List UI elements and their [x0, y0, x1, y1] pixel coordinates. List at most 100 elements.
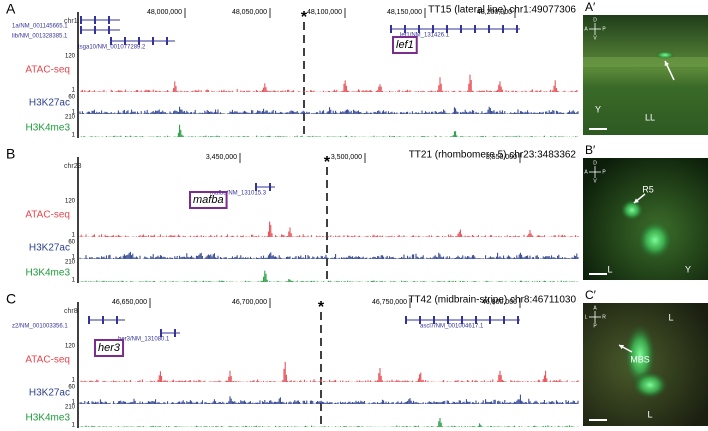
scale-min: 1: [72, 88, 76, 94]
gene-label: lef1/NM_131426.1: [400, 33, 450, 39]
signal-track: [80, 74, 579, 92]
compass-label: A: [593, 305, 597, 311]
signal-track: [79, 221, 579, 237]
image-label: LL: [645, 112, 655, 122]
scale-max: 120: [65, 344, 76, 350]
panel-letter: C: [6, 291, 16, 307]
micrograph: [583, 158, 708, 280]
image-label: Y: [595, 104, 601, 114]
fluorescence: [620, 199, 644, 221]
scale-min: 1: [72, 278, 76, 284]
arrow-head: [664, 61, 670, 66]
coordinate: 48,000,000: [147, 9, 182, 16]
coordinate: 3,450,000: [206, 154, 237, 161]
exon: [461, 316, 463, 324]
chrom-label: chr8: [64, 308, 78, 315]
scale-max: 210: [65, 260, 76, 266]
compass-label: V: [593, 35, 597, 41]
gene-label: her3/NM_131080.1: [118, 337, 170, 343]
coordinate: 48,050,000: [232, 9, 267, 16]
signal-track: [79, 361, 579, 382]
highlight-gene: lef1: [396, 39, 414, 51]
exon: [418, 25, 420, 33]
exon: [405, 316, 407, 324]
track-label: H3K4me3: [26, 123, 71, 134]
image-label: L: [607, 264, 612, 274]
compass-label: D: [593, 17, 597, 23]
exon: [516, 25, 518, 33]
coordinate: 46,650,000: [112, 299, 147, 306]
fluorescence: [624, 323, 656, 387]
arrow-head: [619, 344, 624, 350]
coordinate: 3,500,000: [331, 154, 362, 161]
coordinate: 46,750,000: [372, 299, 407, 306]
exon: [432, 25, 434, 33]
gene-label: mafba/NM_131015.3: [210, 191, 267, 197]
fluorescence: [632, 371, 668, 399]
gene-label: 1a/NM_001145665.1: [12, 24, 68, 30]
compass-label: L: [585, 314, 588, 320]
highlight-box: [392, 36, 418, 54]
compass-label: P: [602, 169, 606, 175]
exon: [138, 37, 140, 45]
compass-label: A: [584, 26, 588, 32]
scale-min: 1: [72, 255, 76, 261]
exon: [474, 25, 476, 33]
coordinate: 46,800,000: [482, 299, 517, 306]
gene-label: z2/NM_001003356.1: [12, 324, 68, 330]
exon: [80, 26, 82, 34]
coordinate: 48,200,000: [477, 9, 512, 16]
highlight-box: [94, 339, 125, 357]
compass-label: A: [584, 169, 588, 175]
coordinate: 48,100,000: [307, 9, 342, 16]
gene-label: lib/NM_001328385.1: [12, 34, 68, 40]
compass-label: V: [593, 178, 597, 184]
compass-label: P: [602, 26, 606, 32]
highlight-gene: mafba: [193, 194, 224, 206]
image-letter: C′: [585, 288, 597, 302]
signal-track: [79, 394, 579, 404]
image-label: L: [647, 409, 652, 419]
coordinate: 48,150,000: [387, 9, 422, 16]
highlight-box: [189, 191, 228, 209]
track-label: ATAC-seq: [25, 210, 70, 221]
exon: [174, 329, 176, 337]
scale-max: 120: [65, 199, 76, 205]
panel-title: TT21 (rhombomere 5) chr23:3483362: [409, 150, 577, 161]
arrow-head: [634, 198, 639, 203]
coordinate: 46,700,000: [232, 299, 267, 306]
exon: [475, 316, 477, 324]
exon: [517, 316, 519, 324]
coordinate: 3,550,000: [486, 154, 517, 161]
scale-max: 60: [68, 385, 75, 391]
asterisk: *: [301, 9, 308, 26]
compass-label: D: [593, 160, 597, 166]
exon: [116, 316, 118, 324]
exon: [108, 26, 110, 34]
highlight-gene: her3: [98, 342, 121, 354]
scale-min: 1: [72, 133, 76, 139]
image-label: MBS: [630, 354, 650, 364]
signal-track: [79, 106, 579, 114]
exon: [502, 25, 504, 33]
exon: [160, 329, 162, 337]
exon: [166, 37, 168, 45]
track-label: H3K4me3: [26, 268, 71, 279]
image-label: R5: [642, 184, 654, 194]
exon: [94, 26, 96, 34]
exon: [446, 25, 448, 33]
track-label: ATAC-seq: [25, 65, 70, 76]
scale-max: 60: [68, 240, 75, 246]
micrograph: [583, 15, 708, 135]
signal-track: [79, 418, 579, 427]
exon: [88, 316, 90, 324]
track-label: H3K4me3: [26, 413, 71, 424]
exon: [390, 25, 392, 33]
panel-letter: A: [6, 1, 16, 17]
exon: [108, 16, 110, 24]
scale-max: 60: [68, 95, 75, 101]
asterisk: *: [324, 154, 331, 171]
scale-min: 1: [72, 378, 76, 384]
exon: [102, 316, 104, 324]
track-label: H3K27ac: [29, 388, 70, 399]
